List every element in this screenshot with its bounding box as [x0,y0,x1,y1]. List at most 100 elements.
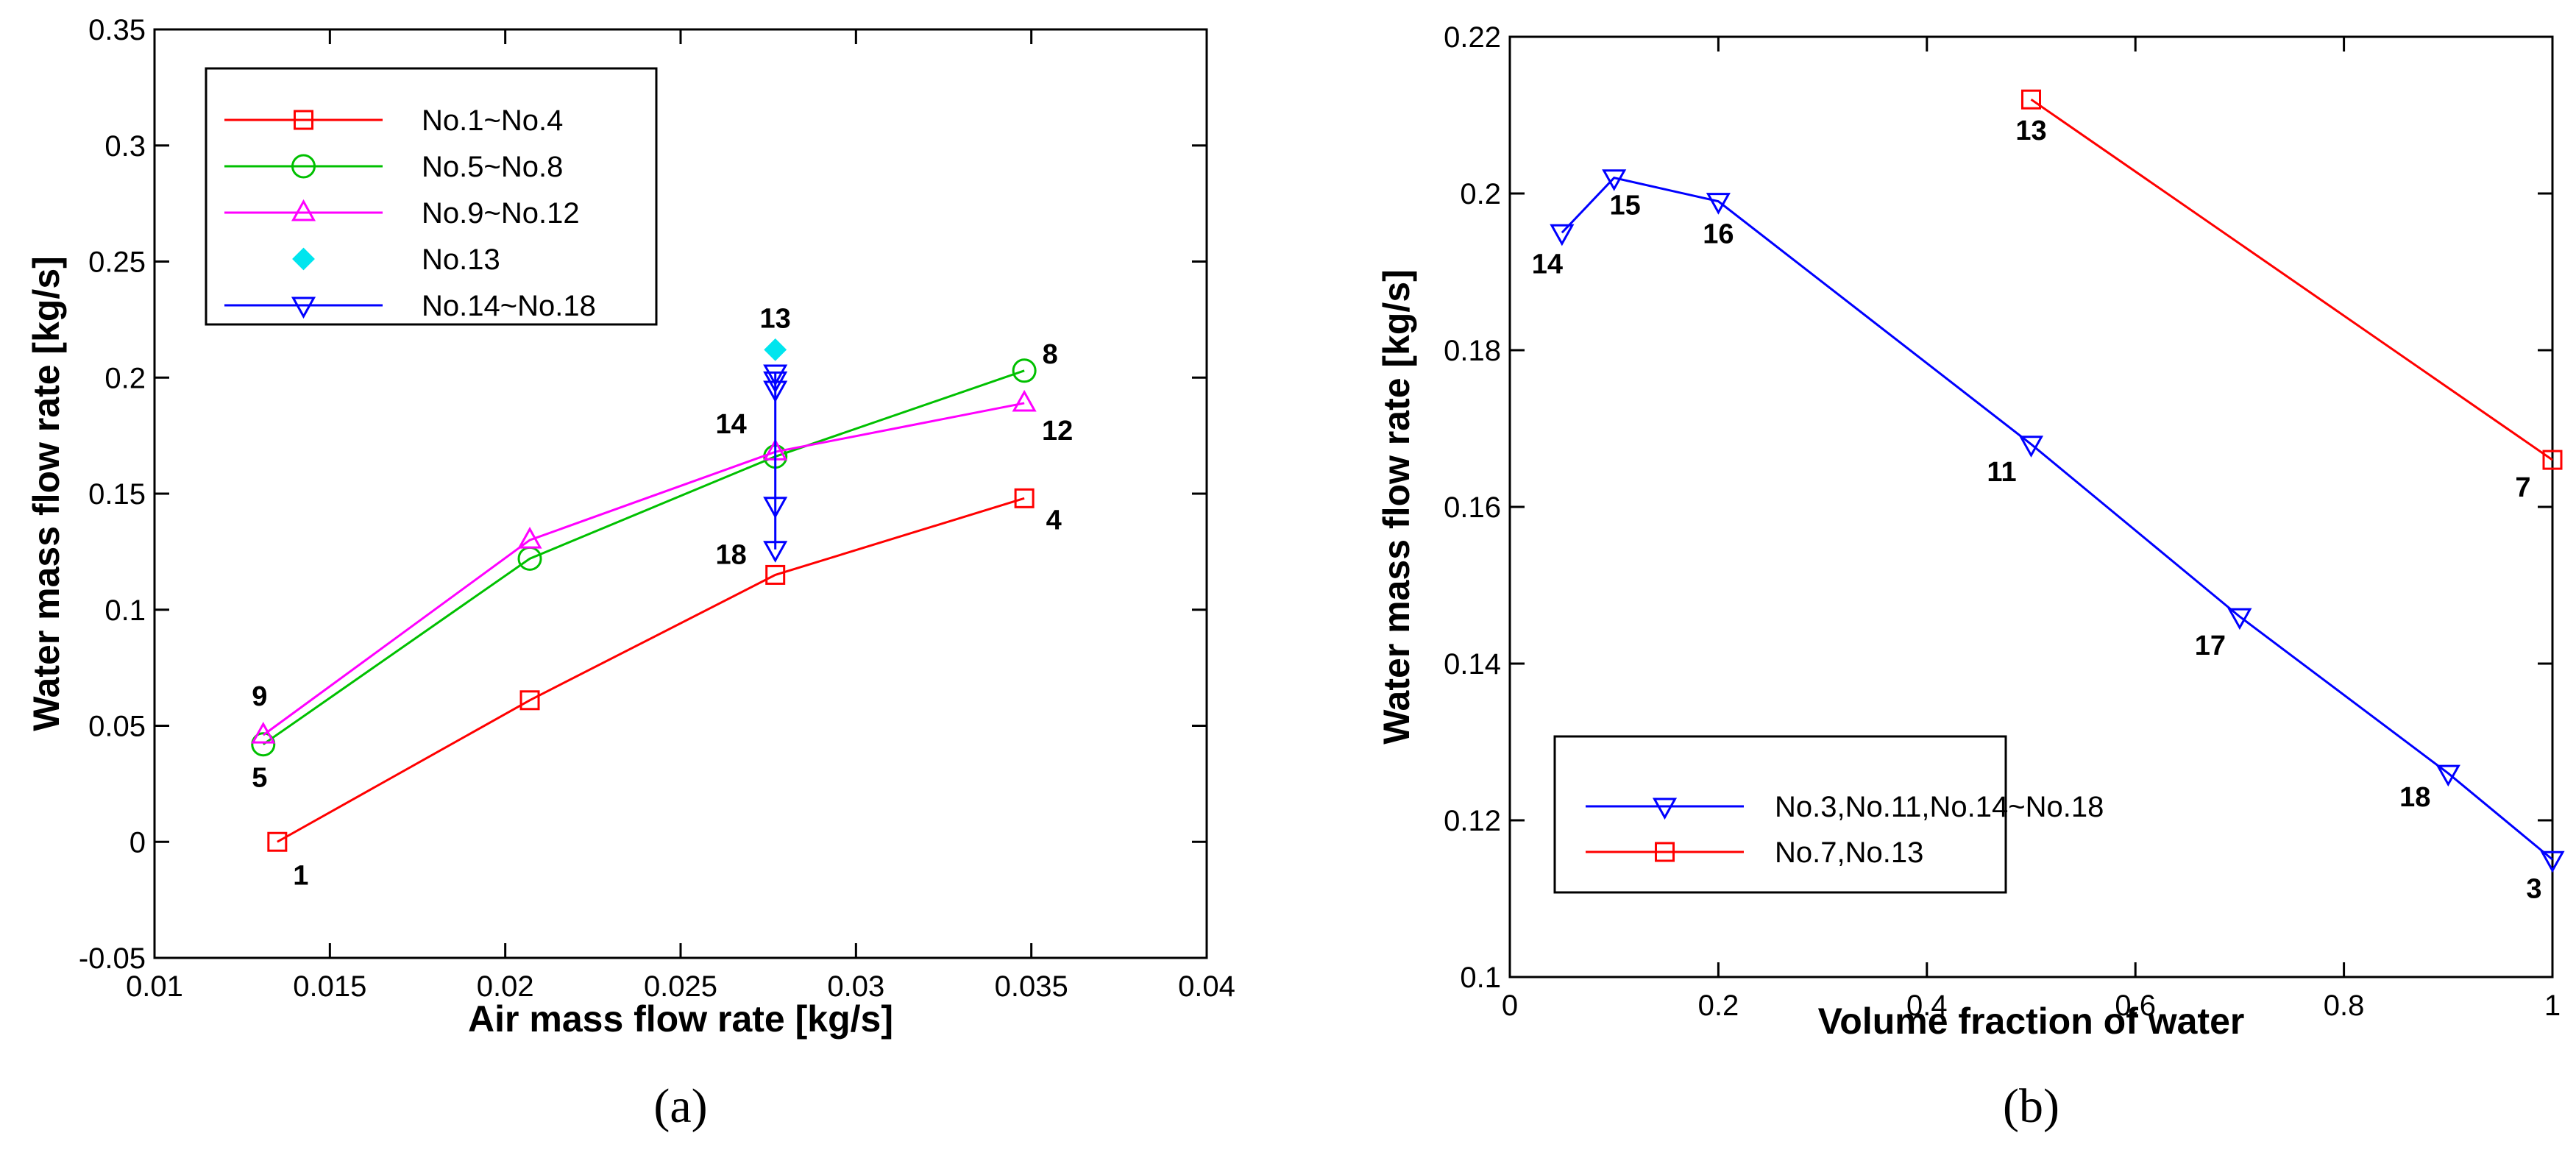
point-annotation: 8 [1043,339,1058,370]
y-tick-label: 0.35 [88,14,146,46]
y-tick-label: 0.05 [88,711,146,743]
x-tick-label: 0.6 [2115,990,2156,1022]
x-tick-label: 0.4 [1906,990,1948,1022]
point-annotation: 15 [1610,191,1641,221]
data-point [764,338,787,361]
y-tick-label: 0.14 [1444,648,1501,681]
point-annotation: 13 [2015,116,2046,146]
legend-label: No.7,No.13 [1775,836,1923,869]
legend-label: No.9~No.12 [422,197,580,230]
panel-label: (a) [653,1079,707,1133]
y-tick-label: 0.22 [1444,21,1501,54]
series-4 [763,364,788,563]
data-point [251,732,276,757]
y-tick-label: 0.1 [104,594,146,627]
legend-label: No.3,No.11,No.14~No.18 [1775,791,2104,823]
point-annotation: 16 [1703,219,1734,250]
point-annotation: 9 [252,681,267,712]
legend-marker [291,199,316,221]
y-tick-label: 0.2 [104,362,146,394]
panel-a: 0.01 0.015 0.02 0.025 0.03 0.035 0.04 -0.05 0 0.0… [26,14,1235,1133]
y-tick-label: 0.18 [1444,335,1501,367]
x-tick-label: 0.2 [1698,990,1739,1022]
series-line [262,402,1025,736]
data-point [2540,850,2565,873]
legend-label: No.1~No.4 [422,104,563,137]
x-axis-title: Volume fraction of water [1818,1001,2245,1042]
point-annotation: 18 [716,540,747,571]
point-annotation: 3 [2526,873,2541,904]
legend-label: No.13 [422,244,500,276]
legend-box [205,67,658,326]
series-line [2030,98,2553,461]
x-axis-title: Air mass flow rate [kg/s] [468,998,893,1040]
series-line [277,497,1025,843]
panel-b: 0 0.2 0.4 0.6 0.8 1 0.1 0.12 0.14 0.16 0.18 0.2 0.22… [1376,21,2565,1133]
point-annotation: 13 [760,303,791,334]
data-point [2021,89,2041,110]
series-1 [2021,89,2563,470]
legend-marker [1652,798,1678,820]
legend-label: No.5~No.8 [422,151,563,183]
y-tick-label: -0.05 [79,942,146,975]
legend-marker [292,247,315,271]
point-annotation: 11 [1987,457,2016,488]
y-tick-label: 0.15 [88,478,146,511]
data-point [763,497,788,519]
y-tick-label: 0 [129,826,146,859]
series-0 [1550,169,2565,873]
x-tick-label: 1 [2544,990,2561,1022]
x-tick-label: 0 [1502,990,1518,1022]
series-line [1561,177,2553,861]
data-point [1550,224,1575,246]
data-point [1014,488,1035,508]
data-point [2542,450,2563,470]
y-tick-label: 0.3 [104,130,146,163]
data-point [763,364,788,387]
data-point [1706,193,1731,215]
x-tick-label: 0.04 [1178,970,1235,1003]
legend: No.1~No.4 No.5~No.8 No.9~No.12 No.13 No.14~N… [205,67,658,326]
y-tick-label: 0.2 [1460,178,1501,210]
data-point [267,831,288,852]
point-annotation: 18 [2399,782,2430,813]
data-point [1602,169,1627,191]
series-0 [267,488,1035,852]
series-1 [251,358,1037,757]
point-annotation: 12 [1042,416,1073,447]
point-annotation: 14 [716,409,747,440]
x-tick-label: 0.035 [995,970,1068,1003]
data-point [2018,436,2044,458]
y-tick-label: 0.12 [1444,805,1501,837]
point-annotation: 17 [2195,630,2226,661]
y-axis-title: Water mass flow rate [kg/s] [1376,269,1417,745]
x-tick-label: 0.8 [2324,990,2365,1022]
y-tick-label: 0.16 [1444,491,1501,524]
series-line [262,369,1025,745]
data-point [517,527,542,549]
point-annotation: 1 [293,860,308,891]
panel-label: (b) [2003,1079,2059,1133]
point-annotation: 4 [1046,505,1062,536]
legend-marker [291,154,316,179]
data-point [2435,764,2460,787]
x-tick-label: 0.02 [477,970,534,1003]
point-annotation: 14 [1532,249,1563,280]
x-tick-label: 0.015 [293,970,366,1003]
legend-marker [291,296,316,319]
point-annotation: 5 [252,763,267,794]
series-3 [764,338,787,361]
data-point [763,371,788,394]
y-tick-label: 0.1 [1460,962,1501,994]
y-axis-title: Water mass flow rate [kg/s] [26,256,67,731]
data-point [1012,358,1037,383]
legend-box [1553,735,2007,894]
data-point [763,541,788,563]
x-tick-label: 0.025 [644,970,717,1003]
x-tick-label: 0.01 [126,970,183,1003]
legend: No.3,No.11,No.14~No.18 No.7,No.13 [1553,735,2104,894]
legend-marker [1655,842,1675,862]
data-point [2227,608,2252,630]
data-point [251,722,276,744]
